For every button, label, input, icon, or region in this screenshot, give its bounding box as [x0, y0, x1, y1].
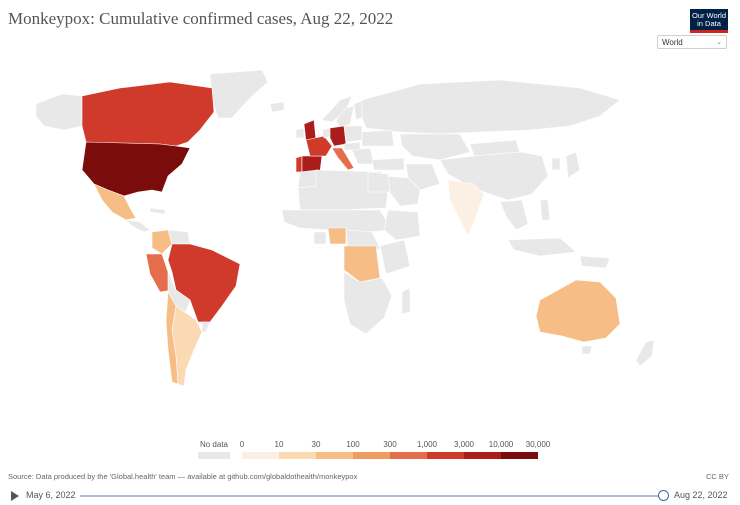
chevron-down-icon: ⌄ [716, 39, 722, 46]
map-region [351, 147, 375, 165]
timeline-track[interactable] [80, 495, 664, 497]
logo-text-2: in Data [697, 19, 721, 28]
world-map[interactable] [0, 60, 740, 430]
logo-text-1: Our World [691, 11, 727, 20]
timeline-start-label[interactable]: May 6, 2022 [26, 490, 76, 500]
legend-swatch [390, 452, 427, 459]
map-region [581, 345, 593, 355]
legend-swatch [353, 452, 390, 459]
map-region [383, 209, 421, 241]
map-region [361, 79, 621, 135]
play-icon[interactable] [11, 491, 19, 501]
map-region [635, 339, 655, 367]
map-region [499, 199, 529, 231]
legend-swatch [427, 452, 464, 459]
owid-logo[interactable]: Our World in Data [690, 9, 728, 33]
map-region [305, 135, 333, 157]
map-region [343, 271, 393, 335]
legend-label-no-data: No data [200, 440, 229, 449]
legend-tick-label: 30,000 [526, 440, 551, 449]
map-region [295, 127, 305, 139]
map-region [81, 81, 215, 147]
map-region [35, 93, 83, 131]
timeline-end-label[interactable]: Aug 22, 2022 [674, 490, 728, 500]
map-region [329, 125, 347, 147]
legend-tick-label: 1,000 [417, 440, 438, 449]
region-dropdown-value: World [662, 38, 683, 47]
map-region [579, 255, 611, 269]
map-region [405, 163, 441, 191]
map-region [301, 155, 323, 173]
legend-swatch [242, 452, 279, 459]
map-region [535, 279, 621, 343]
legend-tick-label: 100 [346, 440, 360, 449]
license-label[interactable]: CC BY [706, 472, 729, 481]
map-region [295, 155, 303, 173]
map-region [125, 219, 151, 233]
map-region [361, 129, 395, 147]
map-region [399, 133, 471, 161]
map-region [343, 125, 363, 143]
map-region [343, 141, 361, 151]
map-region [565, 151, 581, 179]
map-region [551, 157, 561, 171]
map-region [379, 239, 411, 275]
map-region [371, 157, 405, 171]
map-region [167, 229, 191, 245]
legend-swatch [501, 452, 538, 459]
map-region [209, 69, 269, 119]
legend-swatch [316, 452, 353, 459]
legend-tick-label: 30 [312, 440, 321, 449]
legend-swatch [464, 452, 501, 459]
map-region [327, 227, 347, 245]
legend-tick-label: 3,000 [454, 440, 475, 449]
map-region [201, 321, 211, 333]
legend-tick-label: 10,000 [489, 440, 514, 449]
map-region [367, 171, 391, 193]
map-region [331, 147, 355, 171]
map-region [149, 207, 167, 215]
map-region [439, 151, 549, 201]
legend-swatch-no-data [198, 452, 230, 459]
map-region [313, 231, 327, 245]
map-region [269, 101, 285, 113]
map-region [401, 287, 411, 315]
region-dropdown[interactable]: World ⌄ [657, 35, 727, 49]
map-region [297, 169, 319, 189]
legend-tick-label: 0 [240, 440, 245, 449]
legend-tick-label: 300 [383, 440, 397, 449]
map-region [321, 95, 353, 123]
legend-tick-label: 10 [275, 440, 284, 449]
map-region [447, 179, 485, 237]
map-region [507, 237, 577, 257]
timeline-handle[interactable] [658, 490, 669, 501]
source-note: Source: Data produced by the 'Global.hea… [8, 472, 358, 481]
map-region [151, 229, 173, 255]
map-legend: No data 0 10 30 100 300 1,000 3,000 10,000 30,000 [198, 440, 551, 459]
chart-title: Monkeypox: Cumulative confirmed cases, A… [8, 9, 394, 28]
map-region [165, 290, 179, 385]
legend-swatch [279, 452, 316, 459]
map-region [93, 183, 137, 221]
map-region [539, 199, 551, 221]
